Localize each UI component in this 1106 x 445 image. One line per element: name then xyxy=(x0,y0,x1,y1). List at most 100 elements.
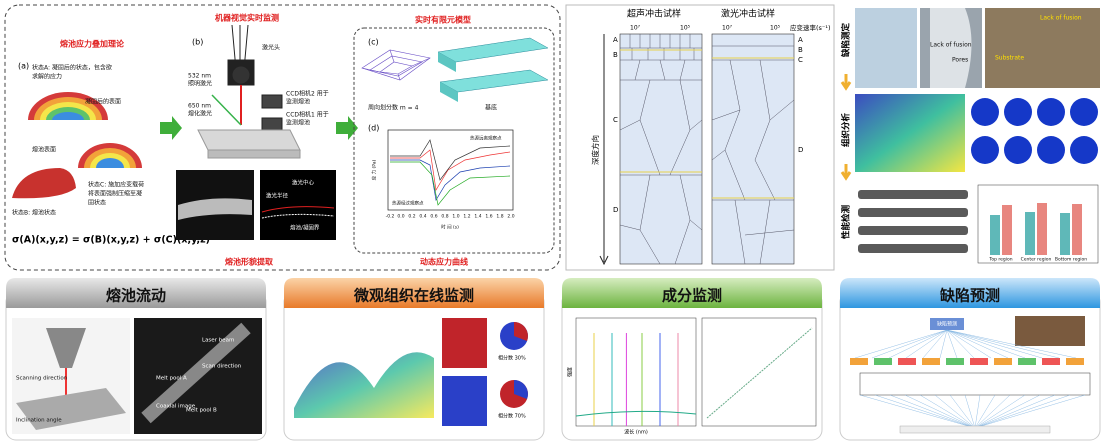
connection xyxy=(905,329,948,359)
connection xyxy=(964,394,976,429)
melt-pool-shape xyxy=(12,168,76,199)
x-tick-label: Center region xyxy=(1021,257,1052,263)
legend-label: 相分数 70% xyxy=(498,413,526,420)
annotation: 热源远离观察点 xyxy=(470,135,502,142)
connection xyxy=(946,329,958,359)
card-header xyxy=(284,278,544,308)
label: 基底 xyxy=(485,104,497,112)
section-title: 动态应力曲线 xyxy=(420,257,468,267)
x-tick-label: 0.6 xyxy=(430,214,437,220)
extracted-image xyxy=(260,170,336,240)
label: 熔化激光 xyxy=(188,110,212,118)
feature-box xyxy=(970,358,988,365)
label: 熔池/凝固界 xyxy=(290,224,320,232)
axis-label: 时 间 (s) xyxy=(441,224,459,231)
equation: σ(A)(x,y,z) = σ(B)(x,y,z) + σ(C)(x,y,z) xyxy=(12,235,210,246)
connection xyxy=(904,394,976,429)
row-title: 组织分析 xyxy=(841,113,852,148)
grain-panel: 超声冲击试样 激光冲击试样 应变速率(s⁻¹) 10⁷ 10⁵ 10⁷ 10⁵ … xyxy=(565,4,835,271)
connection xyxy=(871,329,948,359)
connection xyxy=(946,329,1060,359)
connection xyxy=(974,394,1011,429)
x-ticks: -0.2 0.0 0.2 0.4 0.6 0.8 1.0 1.2 1.4 1.6 1.8 2.0 xyxy=(386,214,515,220)
label: 650 nm xyxy=(188,103,211,110)
column-title: 超声冲击试样 xyxy=(627,8,681,20)
cards: 熔池流动 Laser beam Melt pool A Melt pool B Scan… xyxy=(5,278,1101,441)
panel-label: (d) xyxy=(368,124,379,133)
network-box xyxy=(859,372,1091,396)
tick-label: 10⁷ xyxy=(722,25,733,32)
card-header xyxy=(562,278,822,308)
arrow xyxy=(840,74,852,181)
tick-label: 10⁵ xyxy=(680,25,691,32)
connection xyxy=(946,329,992,359)
connection xyxy=(946,329,1077,359)
zone-label: D xyxy=(613,206,618,214)
label: 求解的应力 xyxy=(32,73,62,81)
label: 熔池表面 xyxy=(32,146,56,154)
apparatus xyxy=(197,24,301,159)
boundary-line xyxy=(261,206,335,213)
connection xyxy=(939,329,948,359)
feature-box xyxy=(850,358,868,365)
label: 固状态 xyxy=(88,199,106,207)
x-tick-label: 1.4 xyxy=(474,214,481,220)
plot-area xyxy=(387,129,514,211)
x-tick-label: 0.8 xyxy=(441,214,448,220)
dome-c xyxy=(78,143,142,168)
connection xyxy=(946,329,1026,359)
connection xyxy=(949,394,976,429)
x-tick-label: 0.4 xyxy=(419,214,426,220)
tensile-samples xyxy=(858,190,968,253)
connection xyxy=(888,329,948,359)
x-tick-label: Top region xyxy=(988,257,1012,263)
zone-label: B xyxy=(798,46,803,54)
panel-label: (b) xyxy=(192,38,203,47)
plate xyxy=(16,388,126,430)
fit-line xyxy=(706,327,813,419)
x-tick-label: 1.8 xyxy=(496,214,503,220)
label: Pores xyxy=(952,57,968,64)
arrow xyxy=(336,116,358,140)
feature-box xyxy=(874,358,892,365)
ebsd-map xyxy=(855,94,965,172)
connection xyxy=(859,394,976,429)
connection xyxy=(854,329,948,359)
card-header xyxy=(840,278,1100,308)
arrow xyxy=(160,116,182,140)
card-title: 成分监测 xyxy=(662,287,722,305)
x-tick-label: 1.6 xyxy=(485,214,492,220)
tick-label: 10⁵ xyxy=(770,25,781,32)
connection xyxy=(946,329,1009,359)
label: Lack of fusion xyxy=(1040,15,1082,22)
feature-box xyxy=(898,358,916,365)
label: 照明激光 xyxy=(188,80,212,88)
spectrum-plot xyxy=(575,317,697,427)
x-tick-label: 0.2 xyxy=(408,214,415,220)
boundary-line xyxy=(261,213,335,219)
label: Lack of fusion xyxy=(930,42,972,49)
feature-box xyxy=(946,358,964,365)
x-tick-label: 1.2 xyxy=(463,214,470,220)
x-tick-label: -0.2 xyxy=(386,214,395,220)
panel-label: (a) xyxy=(18,62,29,71)
stress-panel: 熔池应力叠加理论 机器视觉实时监测 实时有限元模型 熔池形貌提取 动态应力曲线 … xyxy=(4,4,561,271)
label: Laser beam xyxy=(202,338,234,344)
feature-box xyxy=(1018,358,1036,365)
connection xyxy=(974,394,1056,429)
legend-label: 相分数 30% xyxy=(498,355,526,362)
x-tick-label: 0.0 xyxy=(397,214,404,220)
card-header xyxy=(6,278,266,308)
row-title: 缺陷测定 xyxy=(841,23,852,59)
connection xyxy=(922,329,948,359)
panel-label: (c) xyxy=(368,38,379,47)
label: 监测熔池 xyxy=(286,119,310,127)
connection xyxy=(974,394,981,429)
grain-boundaries xyxy=(619,34,795,265)
connection xyxy=(946,329,1043,359)
feature-box xyxy=(994,358,1012,365)
axis-label: 波长 (nm) xyxy=(624,429,648,436)
axis-label: 强度 xyxy=(567,367,574,377)
label: 状态C: 施加应变载荷 xyxy=(88,181,144,189)
depth-arrow xyxy=(599,34,609,266)
